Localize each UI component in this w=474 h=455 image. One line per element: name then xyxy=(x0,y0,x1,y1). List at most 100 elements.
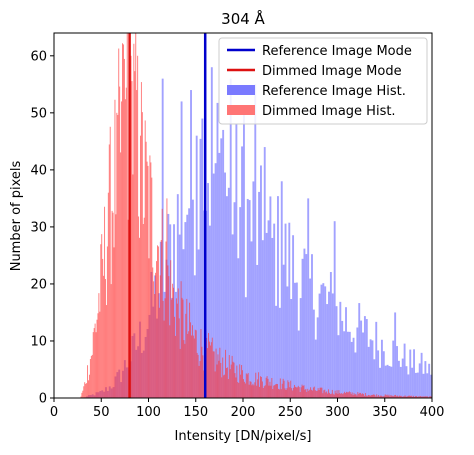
hist-bar xyxy=(392,341,394,398)
hist-bar xyxy=(202,355,203,398)
hist-bar xyxy=(274,385,275,398)
hist-bar xyxy=(195,330,196,398)
hist-bar xyxy=(387,365,389,398)
hist-bar xyxy=(166,198,167,398)
hist-bar xyxy=(407,374,409,398)
hist-bar xyxy=(225,350,226,398)
hist-bar xyxy=(311,390,312,398)
hist-bar xyxy=(257,379,258,398)
hist-bar xyxy=(252,384,253,398)
hist-bar xyxy=(235,373,236,398)
hist-bar xyxy=(389,366,391,398)
hist-bar xyxy=(119,87,120,398)
hist-bar xyxy=(109,144,110,398)
hist-bar xyxy=(110,127,111,398)
hist-bar xyxy=(104,207,105,398)
hist-bar xyxy=(370,339,372,398)
hist-bar xyxy=(259,387,260,398)
hist-bar xyxy=(185,314,186,398)
hist-bar xyxy=(166,242,167,399)
hist-bar xyxy=(303,249,305,398)
hist-bar xyxy=(190,322,191,398)
hist-bar xyxy=(246,373,247,398)
hist-bar xyxy=(279,389,280,398)
hist-bar xyxy=(286,390,287,398)
hist-bar xyxy=(214,351,215,398)
hist-bar xyxy=(142,112,143,398)
hist-bar xyxy=(381,340,383,398)
hist-bar xyxy=(186,299,187,398)
hist-bar xyxy=(212,338,213,398)
hist-bar xyxy=(375,322,377,398)
hist-bar xyxy=(269,382,270,398)
hist-bar xyxy=(172,284,173,398)
hist-bar xyxy=(236,366,237,398)
hist-bar xyxy=(220,363,221,398)
hist-bar xyxy=(309,390,310,398)
hist-bar xyxy=(338,335,340,398)
hist-bar xyxy=(250,381,251,398)
hist-bar xyxy=(270,386,271,398)
hist-bar xyxy=(243,113,245,398)
hist-bar xyxy=(222,358,223,398)
hist-bar xyxy=(244,382,245,398)
hist-bar xyxy=(83,386,84,398)
hist-bar xyxy=(264,147,266,398)
hist-bar xyxy=(406,366,408,398)
hist-bar xyxy=(132,174,133,398)
hist-bar xyxy=(141,82,142,398)
hist-bar xyxy=(183,300,184,398)
hist-bar xyxy=(300,298,302,398)
hist-bar xyxy=(163,301,164,398)
hist-bar xyxy=(273,386,274,398)
hist-bar xyxy=(179,318,180,398)
hist-bar xyxy=(289,387,290,398)
hist-bar xyxy=(127,33,128,398)
hist-bar xyxy=(149,155,150,398)
hist-bar xyxy=(224,375,225,398)
hist-bar xyxy=(122,43,123,398)
hist-bar xyxy=(303,385,304,398)
hist-bar xyxy=(288,223,290,398)
hist-bar xyxy=(218,361,219,398)
hist-bar xyxy=(428,364,430,398)
hist-bar xyxy=(217,354,218,398)
hist-bar xyxy=(328,292,330,398)
hist-bar xyxy=(131,81,132,398)
hist-bar xyxy=(106,305,107,398)
hist-bar xyxy=(385,394,386,398)
hist-bar xyxy=(213,351,214,398)
hist-bar xyxy=(237,258,239,398)
hist-bar xyxy=(319,294,321,398)
chart-title: 304 Å xyxy=(221,9,265,28)
legend-patch-swatch xyxy=(227,105,255,115)
hist-bar xyxy=(217,103,219,398)
hist-bar xyxy=(136,90,137,398)
hist-bar xyxy=(86,383,87,398)
hist-bar xyxy=(307,389,308,398)
hist-bar xyxy=(135,33,136,398)
hist-bar xyxy=(258,372,259,398)
hist-bar xyxy=(178,288,179,398)
x-tick-label: 100 xyxy=(136,405,161,420)
hist-bar xyxy=(162,209,163,398)
hist-bar xyxy=(277,384,278,398)
x-tick-label: 0 xyxy=(50,405,58,420)
hist-bar xyxy=(115,214,116,398)
y-tick-label: 50 xyxy=(30,106,47,121)
hist-bar xyxy=(91,356,92,398)
hist-bar xyxy=(207,348,208,398)
hist-bar xyxy=(413,349,415,398)
hist-bar xyxy=(331,394,332,398)
hist-bar xyxy=(164,321,165,398)
hist-bar xyxy=(328,389,329,398)
hist-bar xyxy=(363,394,364,398)
hist-bar xyxy=(234,363,235,398)
hist-bar xyxy=(305,389,306,398)
hist-bar xyxy=(324,286,326,398)
hist-bar xyxy=(394,312,396,398)
hist-bar xyxy=(366,319,368,398)
hist-bar xyxy=(283,265,285,398)
hist-bar xyxy=(297,387,298,398)
